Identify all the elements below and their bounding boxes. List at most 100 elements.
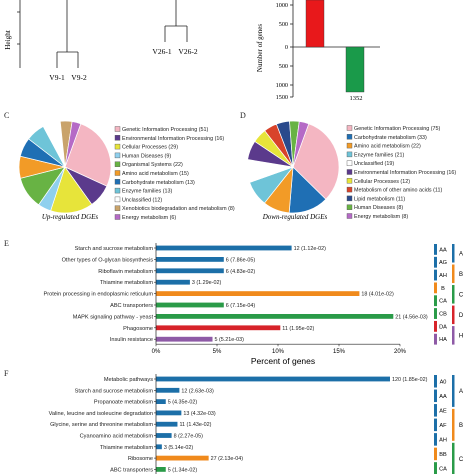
bar-value-label: 13 (4.32e-03) [183, 411, 216, 417]
group-bar [452, 375, 455, 407]
pie-caption: Up-regulated DGEs [42, 213, 99, 221]
bar-value-label: 5 (5.21e-03) [215, 337, 245, 343]
panel-c-up-pie: C Genetic Information Processing (51) Env… [4, 111, 235, 221]
subgroup-code: BB [439, 452, 447, 458]
legend: Genetic Information Processing (75) Carbo… [346, 125, 456, 220]
leaf-label: V9-1 [49, 73, 65, 82]
subgroup-code: A0 [440, 379, 447, 385]
bar [156, 268, 224, 274]
legend-entry: Organismal Systems (22) [122, 162, 183, 168]
pathway-label: MAPK signaling pathway - yeast [73, 314, 154, 320]
legend-entry: Genetic Information Processing (75) [354, 126, 440, 132]
subgroup-bar [434, 375, 437, 388]
pathway-label: Insulin resistance [110, 337, 153, 343]
down-bar [345, 46, 365, 93]
x-tick-label: 20% [394, 349, 407, 355]
legend-swatch [114, 187, 121, 194]
pie-slice [64, 121, 82, 168]
subgroup-code: AH [439, 437, 447, 443]
group-code: C [459, 292, 464, 298]
bar-value-label: 8 (2.27e-05) [174, 434, 204, 440]
legend-entry: Environmental Information Processing (16… [354, 170, 456, 176]
legend-entry: Environmental Information Processing (16… [122, 136, 224, 142]
subgroup-bar [434, 295, 437, 307]
legend-entry: Xenobiotics biodegradation and metabolis… [122, 206, 235, 212]
pathway-label: ABC transporters [110, 467, 153, 473]
pathway-label: Protein processing in endoplasmic reticu… [44, 292, 154, 298]
pathway-label: Glycine, serine and threonine metabolism [50, 422, 153, 428]
legend-entry: Energy metabolism (8) [354, 214, 408, 220]
bar-value-label: 6 (7.15e-04) [226, 303, 256, 309]
subgroup-code: DA [439, 324, 447, 330]
x-axis-label: Percent of genes [251, 356, 315, 366]
legend-entry: Cellular Processes (29) [122, 145, 178, 151]
tick-label: 1000 [276, 82, 288, 89]
legend-swatch [346, 169, 353, 175]
bar [156, 387, 180, 393]
legend-entry: Carbohydrate metabolism (13) [122, 180, 195, 186]
bar [156, 399, 166, 404]
legend-entry: Amino acid metabolism (22) [354, 144, 421, 150]
legend-swatch [346, 195, 353, 202]
legend-swatch [114, 205, 121, 211]
group-bar [452, 408, 455, 441]
panel-a-dendrogram: Height V9-1 V9-2 V26-1 V26-2 [4, 0, 198, 82]
subgroup-code: CA [439, 299, 447, 305]
legend-swatch [346, 151, 353, 158]
panel-b-gene-counts: 1000 500 0 500 1000 1500 Number of genes 1352 [256, 0, 380, 102]
bar-value-label: 5 (1.34e-02) [168, 467, 198, 473]
subgroup-bar [434, 433, 437, 446]
legend-swatch [346, 134, 353, 140]
legend-entry: Human Diseases (8) [354, 205, 403, 211]
legend-swatch [346, 178, 353, 184]
legend-swatch [114, 196, 121, 203]
legend-swatch [346, 213, 353, 219]
pie-chart [246, 120, 340, 214]
x-tick-label: 10% [272, 349, 285, 355]
pie-slice [64, 123, 112, 187]
bar-value-label: 12 (2.63e-03) [181, 388, 214, 394]
tick-label: 500 [279, 63, 288, 70]
bar-value-label: 18 (4.01e-02) [361, 292, 394, 298]
subgroup-bar [434, 447, 437, 461]
legend-entry: Enzyme families (13) [122, 189, 173, 195]
subgroup-bar [434, 389, 437, 403]
legend-swatch [114, 179, 121, 185]
x-tick-label: 15% [333, 349, 346, 355]
panel-f-enrichment: F Metabolic pathways 120 (1.85e-02) Starch… [4, 369, 464, 474]
group-bar [452, 244, 455, 263]
legend-swatch [346, 204, 353, 210]
group-code: C [459, 457, 464, 463]
panel-letter: D [240, 111, 246, 120]
pathway-label: Other types of O-glycan biosynthesis [62, 257, 154, 263]
bar-value-label: 11 (1.95e-02) [282, 326, 314, 332]
bar-chart: Starch and sucrose metabolism 12 (1.12e-0… [44, 243, 464, 355]
legend-swatch [346, 186, 353, 193]
bar [156, 291, 360, 296]
subgroup-code: AF [439, 423, 447, 429]
legend-entry: Unclassified (19) [354, 161, 394, 167]
group-bar [452, 285, 455, 304]
legend-swatch [346, 142, 353, 149]
tick-label: 1000 [276, 2, 288, 9]
leaf-label: V9-2 [71, 73, 87, 82]
legend-swatch [346, 160, 353, 166]
pie-chart [18, 120, 112, 214]
legend-swatch [114, 143, 121, 150]
bar-chart: Metabolic pathways 120 (1.85e-02) Starch a… [49, 374, 464, 474]
bar-value-label: 6 (7.86e-05) [226, 257, 256, 263]
bar-value-label: 3 (1.29e-02) [192, 280, 222, 286]
height-axis-label: Height [4, 30, 12, 50]
legend-entry: Human Diseases (9) [122, 153, 171, 159]
pathway-label: Starch and sucrose metabolism [75, 246, 154, 252]
subgroup-bar [434, 244, 437, 255]
legend-swatch [114, 126, 121, 132]
subgroup-bar [434, 333, 437, 345]
subgroup-bar [434, 308, 437, 319]
bar [156, 410, 182, 416]
group-bar [452, 442, 455, 474]
bar [156, 245, 292, 251]
subgroup-code: AA [439, 394, 447, 400]
bar [156, 325, 281, 331]
bar [156, 444, 162, 450]
